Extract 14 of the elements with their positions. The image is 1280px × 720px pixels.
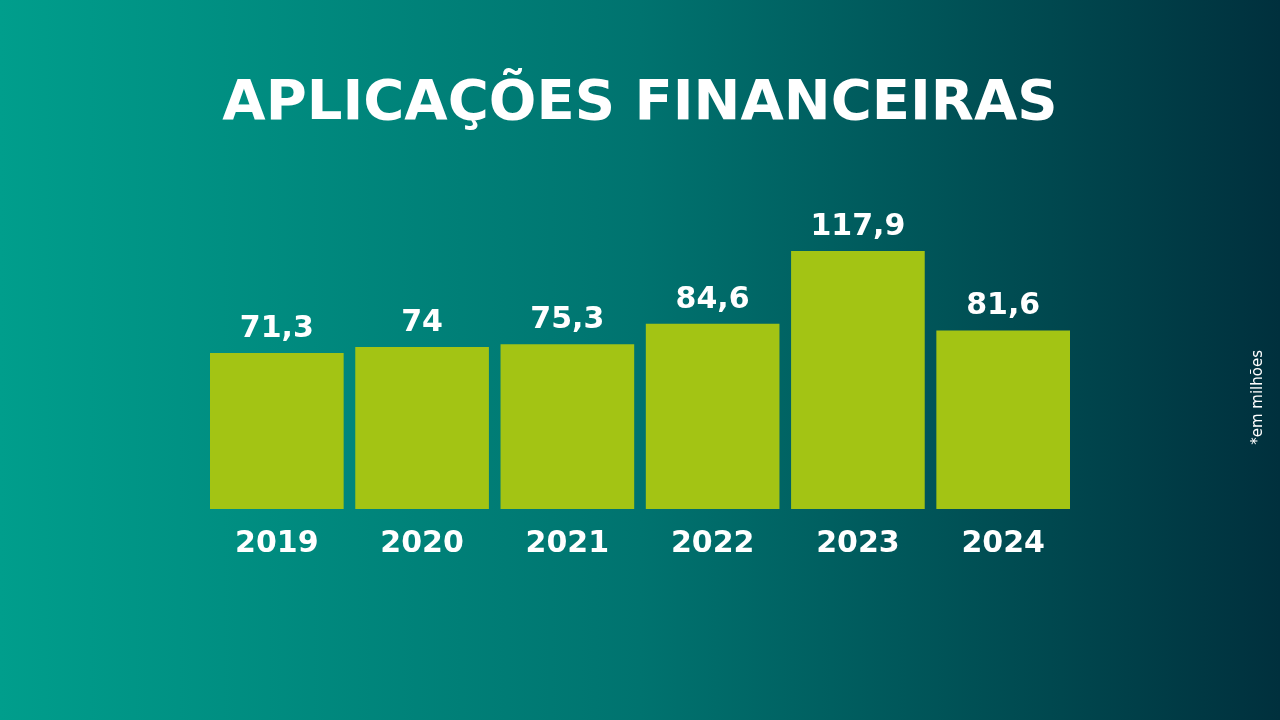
data-label: 75,3 bbox=[530, 300, 605, 336]
data-label: 117,9 bbox=[810, 207, 906, 242]
x-tick-label: 2021 bbox=[525, 523, 610, 559]
x-tick-label: 2023 bbox=[816, 523, 900, 559]
x-tick-label: 2024 bbox=[961, 523, 1045, 559]
chart-title: APLICAÇÕES FINANCEIRAS bbox=[222, 67, 1058, 132]
text: *em milhões bbox=[1248, 350, 1266, 445]
x-tick-label: 2019 bbox=[235, 523, 319, 559]
data-label: 71,3 bbox=[239, 308, 314, 344]
x-tick-label: 2022 bbox=[670, 523, 755, 559]
data-label: 74 bbox=[401, 303, 443, 339]
data-label: 81,6 bbox=[966, 286, 1041, 322]
data-label: 84,6 bbox=[675, 279, 750, 315]
x-tick-label: 2020 bbox=[380, 523, 464, 559]
